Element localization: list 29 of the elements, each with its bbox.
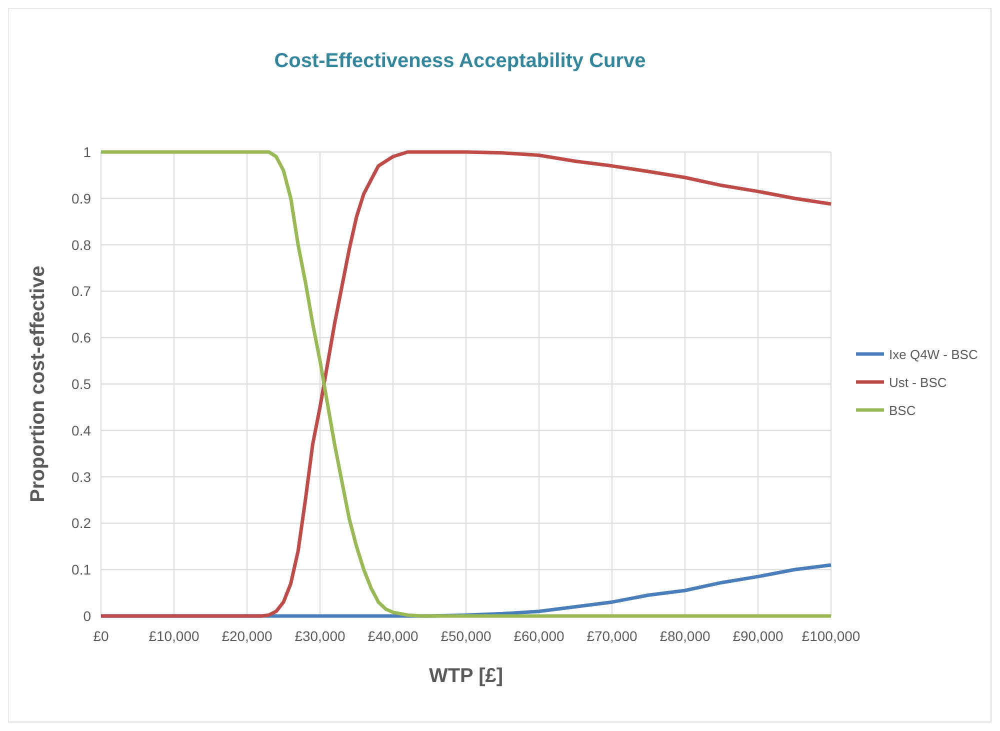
y-tick-label: 0 [83, 608, 92, 624]
y-tick-label: 0.5 [72, 376, 92, 392]
x-tick-label: £60,000 [514, 628, 565, 644]
legend-label: BSC [889, 403, 916, 418]
y-tick-label: 0.7 [72, 283, 92, 300]
x-tick-label: £0 [93, 628, 109, 644]
y-tick-label: 0.4 [72, 422, 92, 438]
x-tick-label: £80,000 [660, 628, 711, 644]
y-axis-title: Proportion cost-effective [27, 266, 49, 502]
chart-title: Cost-Effectiveness Acceptability Curve [274, 50, 646, 72]
y-tick-label: 0.2 [72, 515, 92, 532]
y-tick-label: 0.1 [72, 562, 92, 578]
x-tick-label: £30,000 [294, 628, 346, 644]
legend-label: Ust - BSC [889, 375, 947, 390]
y-tick-label: 0.3 [72, 468, 92, 485]
x-tick-label: £20,000 [222, 628, 273, 644]
y-tick-label: 0.8 [72, 236, 92, 253]
legend-label: Ixe Q4W - BSC [889, 347, 978, 362]
y-tick-label: 0.6 [72, 330, 92, 346]
y-tick-label: 0.9 [72, 190, 92, 206]
x-tick-label: £90,000 [732, 628, 784, 644]
y-tick-label: 1 [83, 144, 92, 160]
x-tick-label: £10,000 [148, 628, 200, 644]
x-tick-label: £70,000 [586, 628, 638, 644]
x-tick-label: £40,000 [368, 628, 419, 644]
line-series [99, 150, 833, 618]
x-tick-label: £50,000 [440, 628, 492, 644]
x-axis-title: WTP [£] [428, 665, 504, 687]
x-tick-label: £100,000 [802, 628, 860, 644]
